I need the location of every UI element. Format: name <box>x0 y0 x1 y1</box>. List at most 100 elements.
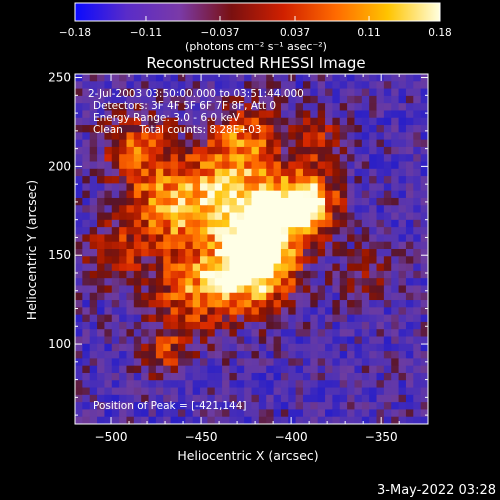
heatmap-cell <box>214 321 223 330</box>
heatmap-cell <box>170 154 179 163</box>
heatmap-cell <box>214 278 223 287</box>
heatmap-cell <box>200 343 208 352</box>
heatmap-cell <box>141 380 150 389</box>
heatmap-cell <box>82 270 91 279</box>
heatmap-cell <box>398 227 407 236</box>
heatmap-cell <box>332 103 341 112</box>
heatmap-cell <box>288 292 297 301</box>
heatmap-cell <box>97 205 106 214</box>
heatmap-cell <box>317 227 326 236</box>
heatmap-cell <box>288 117 297 126</box>
heatmap-cell <box>420 212 428 221</box>
heatmap-cell <box>229 205 238 214</box>
heatmap-cell <box>111 74 120 82</box>
heatmap-cell <box>251 74 260 82</box>
heatmap-cell <box>229 103 238 112</box>
heatmap-cell <box>214 234 223 243</box>
heatmap-cell <box>266 227 275 236</box>
heatmap-cell <box>266 365 275 374</box>
heatmap-cell <box>185 402 194 411</box>
heatmap-cell <box>405 190 414 199</box>
heatmap-cell <box>347 278 356 287</box>
heatmap-cell <box>361 139 370 148</box>
heatmap-cell <box>163 336 172 345</box>
heatmap-cell <box>170 300 179 308</box>
heatmap-cell <box>280 197 289 206</box>
heatmap-cell <box>207 292 216 301</box>
heatmap-cell <box>420 146 428 155</box>
heatmap-cell <box>119 394 128 403</box>
heatmap-cell <box>295 321 304 330</box>
heatmap-cell <box>413 125 422 133</box>
heatmap-cell <box>391 183 400 192</box>
heatmap-cell <box>376 263 385 272</box>
heatmap-cell <box>420 117 428 126</box>
heatmap-cell <box>376 292 385 301</box>
heatmap-cell <box>310 285 319 294</box>
heatmap-cell <box>354 256 363 265</box>
heatmap-cell <box>155 351 164 359</box>
heatmap-cell <box>177 146 186 155</box>
heatmap-cell <box>317 219 326 228</box>
heatmap-cell <box>119 117 128 126</box>
heatmap-cell <box>339 402 348 411</box>
heatmap-cell <box>126 139 135 148</box>
heatmap-cell <box>111 154 120 163</box>
heatmap-cell <box>369 256 378 265</box>
heatmap-cell <box>222 205 231 214</box>
heatmap-cell <box>332 365 341 374</box>
heatmap-cell <box>82 387 91 396</box>
colorbar-tick-label: 0.037 <box>280 27 310 39</box>
heatmap-cell <box>155 321 164 330</box>
heatmap-cell <box>266 205 275 214</box>
heatmap-cell <box>376 103 385 112</box>
heatmap-cell <box>302 329 311 338</box>
heatmap-cell <box>207 146 216 155</box>
heatmap-cell <box>104 292 113 301</box>
heatmap-cell <box>185 241 194 250</box>
heatmap-cell <box>207 154 216 163</box>
heatmap-cell <box>258 365 267 374</box>
heatmap-cell <box>405 416 414 424</box>
heatmap-cell <box>111 372 120 381</box>
heatmap-cell <box>405 95 414 104</box>
heatmap-cell <box>214 205 223 214</box>
heatmap-cell <box>192 409 201 418</box>
heatmap-cell <box>310 197 319 206</box>
heatmap-cell <box>97 234 106 243</box>
heatmap-cell <box>251 190 260 199</box>
heatmap-cell <box>111 263 120 272</box>
heatmap-cell <box>420 300 428 308</box>
heatmap-cell <box>295 380 304 389</box>
heatmap-cell <box>244 212 253 221</box>
heatmap-cell <box>214 285 223 294</box>
heatmap-cell <box>177 95 186 104</box>
heatmap-cell <box>405 314 414 323</box>
heatmap-cell <box>405 300 414 308</box>
heatmap-cell <box>104 402 113 411</box>
heatmap-cell <box>325 95 333 104</box>
heatmap-cell <box>155 292 164 301</box>
heatmap-cell <box>302 409 311 418</box>
heatmap-cell <box>347 314 356 323</box>
heatmap-cell <box>398 161 407 170</box>
heatmap-cell <box>258 380 267 389</box>
heatmap-cell <box>82 154 91 163</box>
heatmap-cell <box>391 168 400 177</box>
heatmap-cell <box>155 168 164 177</box>
heatmap-cell <box>229 343 238 352</box>
heatmap-cell <box>236 161 245 170</box>
heatmap-cell <box>155 241 164 250</box>
heatmap-cell <box>155 117 164 126</box>
heatmap-cell <box>244 416 253 424</box>
heatmap-cell <box>413 336 422 345</box>
heatmap-cell <box>302 307 311 316</box>
heatmap-cell <box>236 321 245 330</box>
heatmap-cell <box>163 88 172 97</box>
heatmap-cell <box>185 263 194 272</box>
heatmap-cell <box>354 402 363 411</box>
heatmap-cell <box>97 139 106 148</box>
heatmap-cell <box>339 256 348 265</box>
heatmap-cell <box>126 292 135 301</box>
heatmap-cell <box>222 74 231 82</box>
